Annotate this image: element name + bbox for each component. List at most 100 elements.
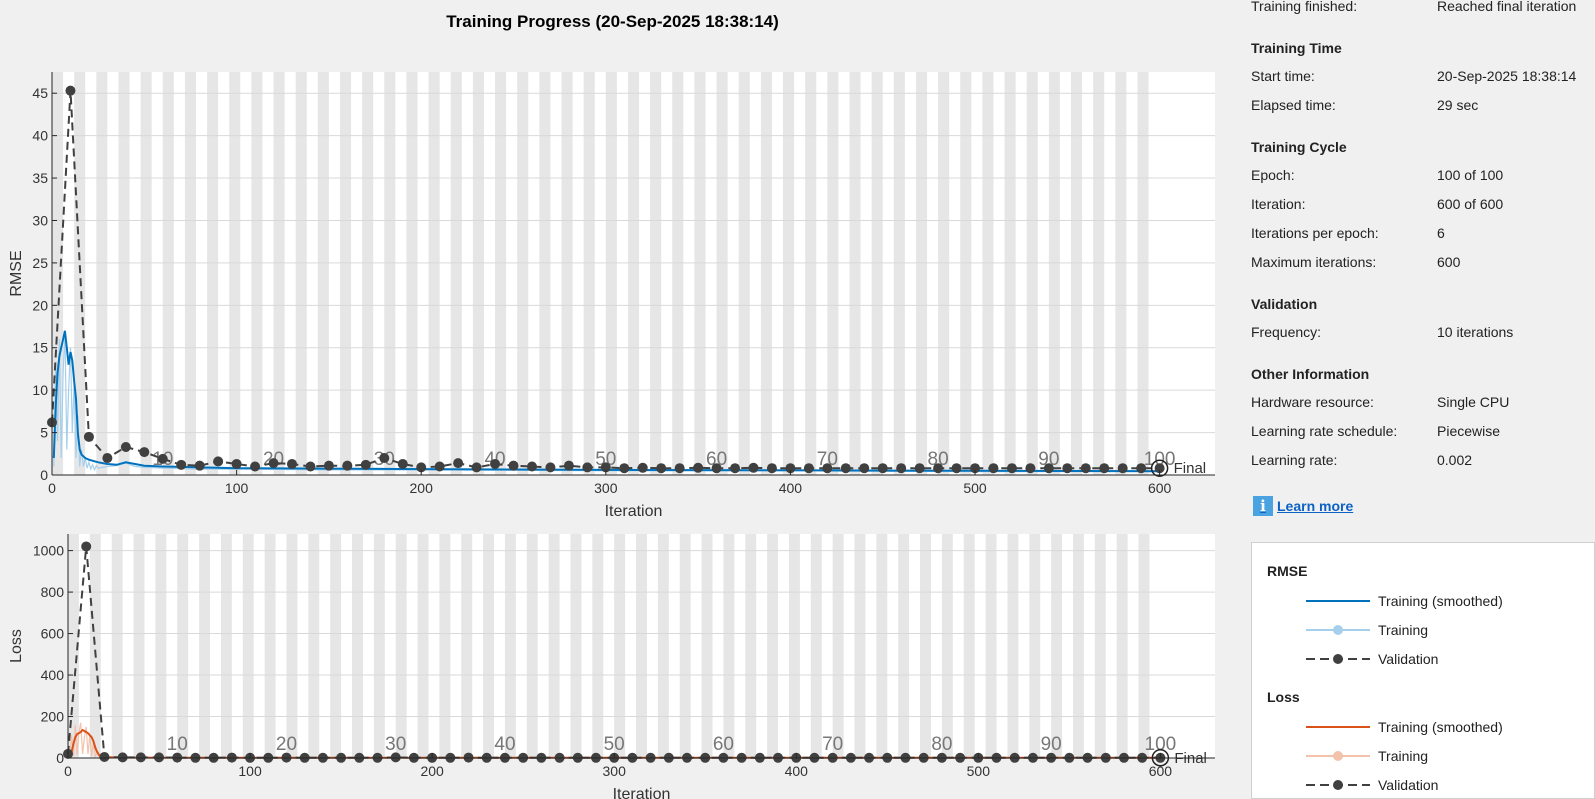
epoch-band [439,534,451,758]
epoch-band [723,534,735,758]
info-label: Hardware resource: [1251,394,1374,410]
validation-point [305,461,316,472]
legend-label: Training [1378,622,1429,638]
x-tick-label: 300 [594,480,618,496]
x-tick-label: 600 [1149,763,1173,779]
epoch-band [539,72,551,475]
final-marker [1150,459,1169,477]
epoch-band [627,72,640,475]
validation-point [65,85,76,96]
y-tick-label: 35 [32,170,48,186]
epoch-band [849,72,861,475]
info-row: Learning rate: 0.002 [1251,452,1595,472]
epoch-label: 80 [928,449,949,470]
epoch-band [96,72,108,475]
loss-plot: 10 20 30 40 50 60 70 80 90 100Final02004006008001… [8,534,1215,799]
y-tick-label: 600 [41,626,65,642]
epoch-band [636,534,647,758]
y-tick-label: 20 [32,297,48,313]
validation-point [914,463,925,474]
validation-point [360,459,371,470]
info-value: Piecewise [1437,423,1501,439]
epoch-label: 60 [706,449,727,470]
rmse-plot: 102030405060708090100Final05101520253035… [8,72,1215,520]
validation-point [674,463,685,474]
validation-point [877,463,888,474]
epoch-band [317,72,329,475]
epoch-label: 50 [604,734,625,755]
epoch-band [162,72,174,475]
x-tick-label: 200 [420,763,444,779]
learn-more-label[interactable]: Learn more [1277,498,1354,514]
epoch-band [308,534,320,758]
x-tick-label: 200 [410,480,434,496]
validation-point [766,463,777,474]
validation-point [600,462,611,473]
epoch-band [52,72,64,475]
legend-label: Validation [1378,651,1439,667]
validation-point [1043,463,1054,474]
legend-item: Training [1304,746,1584,766]
validation-point [213,456,224,467]
epoch-band [788,534,800,758]
learn-more-link[interactable]: i Learn more [1253,496,1353,516]
epoch-band [1115,72,1127,475]
validation-point [803,463,814,474]
legend-swatch [1306,751,1370,761]
info-row: Elapsed time: 29 sec [1251,97,1595,117]
epoch-band [672,72,684,475]
epoch-band [738,72,750,475]
legend-marker [1333,654,1343,664]
validation-point [988,463,999,474]
epoch-band [745,534,757,758]
validation-point [526,461,537,472]
legend-swatch [1306,625,1370,635]
info-label: Learning rate: [1251,452,1338,468]
validation-point [730,463,741,474]
validation-point [416,462,427,473]
x-tick-label: 500 [967,763,991,779]
info-icon: i [1253,496,1273,516]
epoch-label: 30 [385,734,406,755]
epoch-band [339,72,352,475]
epoch-band [1072,534,1084,758]
epoch-band [694,72,706,475]
x-tick-label: 400 [779,480,803,496]
info-row: Iteration: 600 of 600 [1251,196,1595,216]
legend-item: Training [1304,620,1584,640]
epoch-band [220,534,232,758]
legend-label: Training [1378,748,1429,764]
epoch-band [982,72,994,475]
y-tick-label: 10 [32,382,48,398]
epoch-band [251,72,263,475]
validation-point [176,459,187,470]
info-row: Maximum iterations: 600 [1251,254,1595,274]
epoch-band [504,534,516,758]
epoch-band [941,534,953,758]
epoch-band [1048,72,1060,475]
epoch-band [561,72,573,475]
epoch-band [406,72,418,475]
info-value: Single CPU [1437,394,1510,410]
validation-point [434,461,445,472]
epoch-band [985,534,997,758]
legend-swatch [1306,726,1370,728]
info-value: 100 of 100 [1437,167,1504,183]
validation-point [102,453,113,464]
epoch-band [898,534,910,758]
x-tick-label: 100 [225,480,249,496]
validation-point [508,460,519,471]
legend-marker [1333,625,1343,635]
legend-label: Training (smoothed) [1378,719,1503,735]
epoch-label: 90 [1041,734,1062,755]
epoch-band [679,534,691,758]
epoch-band [854,534,866,758]
epoch-band [810,534,822,758]
epoch-band [963,534,975,758]
legend-marker [1333,751,1343,761]
x-tick-label: 500 [963,480,987,496]
y-tick-label: 25 [32,255,48,271]
epoch-label: 100 [1145,734,1177,755]
validation-point [822,463,833,474]
epoch-band [657,534,669,758]
